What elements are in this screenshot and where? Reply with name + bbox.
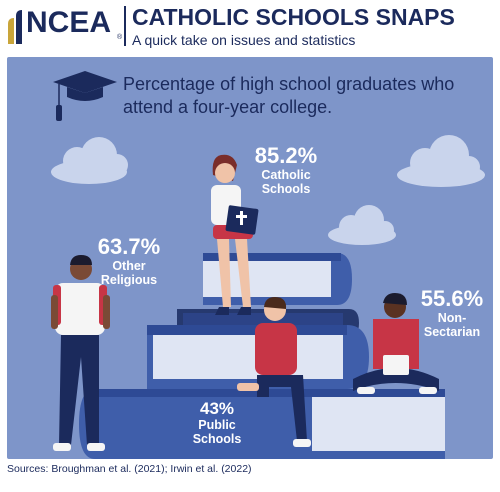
- data-label-catholic-value: 85.2%: [254, 143, 318, 168]
- chart-title: Percentage of high school graduates who …: [123, 74, 455, 117]
- data-label-other-religious-name-2: Religious: [100, 273, 158, 287]
- student-other-religious: [51, 255, 110, 451]
- data-label-other-religious-value: 63.7%: [97, 234, 161, 259]
- page-subtitle: A quick take on issues and statistics: [132, 32, 356, 48]
- logo-registered-mark: ®: [117, 34, 123, 41]
- cross-icon: [236, 211, 247, 225]
- stat-public: 43% Public Schools: [177, 399, 257, 447]
- graduation-cap-icon: [53, 71, 117, 121]
- logo-text: NCEA: [26, 6, 112, 39]
- cloud-icon: [328, 205, 396, 245]
- data-label-non-sectarian-name-2: Sectarian: [423, 325, 481, 339]
- cloud-icon: [51, 137, 128, 184]
- logo-mark-icon: [8, 10, 22, 44]
- infographic-panel: Percentage of high school graduates who …: [7, 57, 493, 459]
- data-label-catholic-name-1: Catholic: [261, 168, 311, 182]
- student-public: [237, 297, 311, 447]
- book-stack-bottom: [79, 389, 445, 459]
- data-label-public-name-2: Schools: [192, 432, 242, 446]
- stat-other-religious: 63.7% Other Religious: [89, 234, 169, 288]
- data-label-non-sectarian-value: 55.6%: [420, 286, 484, 311]
- stat-catholic: 85.2% Catholic Schools: [241, 143, 331, 197]
- data-label-catholic-name-2: Schools: [261, 182, 311, 196]
- stat-non-sectarian: 55.6% Non- Sectarian: [415, 286, 489, 340]
- illustration: [51, 71, 485, 459]
- page-title: CATHOLIC SCHOOLS SNAPS: [132, 4, 455, 30]
- header: NCEA ® CATHOLIC SCHOOLS SNAPS A quick ta…: [0, 0, 500, 56]
- data-label-non-sectarian-name-1: Non-: [437, 311, 467, 325]
- data-label-other-religious-name-1: Other: [112, 259, 146, 273]
- sources-note: Sources: Broughman et al. (2021); Irwin …: [7, 463, 252, 475]
- student-non-sectarian: [353, 293, 439, 394]
- header-divider: [124, 6, 126, 46]
- data-label-public-value: 43%: [199, 399, 235, 418]
- cloud-icon: [397, 135, 485, 187]
- student-catholic: [211, 154, 259, 315]
- data-label-public-name-1: Public: [198, 418, 236, 432]
